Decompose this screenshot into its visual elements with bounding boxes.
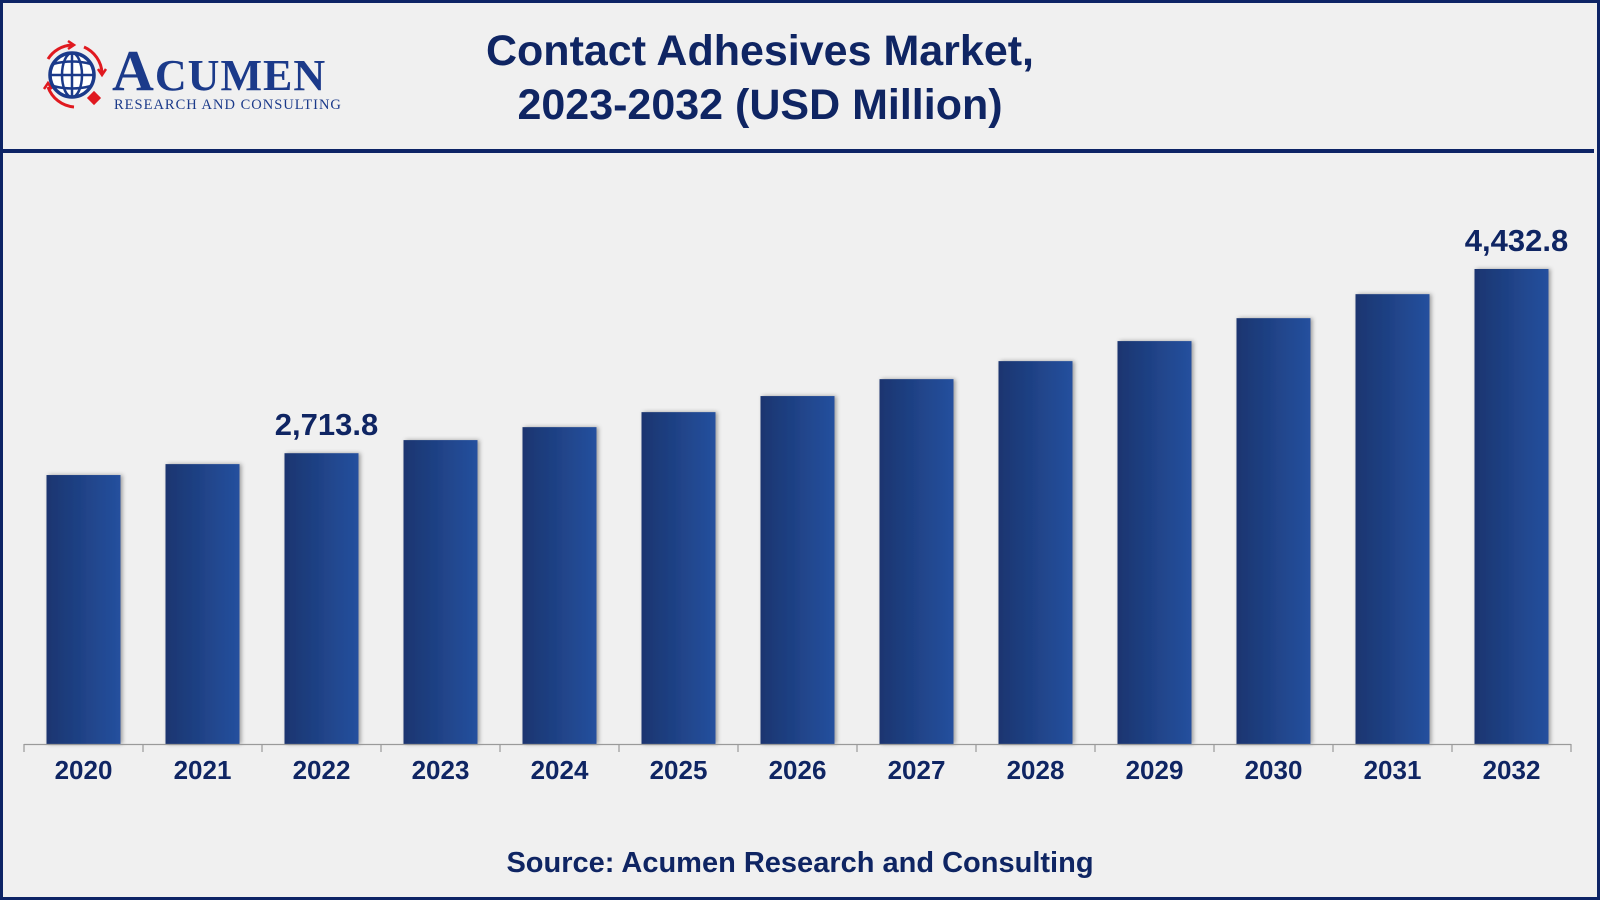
header-divider bbox=[0, 149, 1594, 153]
x-tick-label: 2025 bbox=[650, 755, 708, 785]
bar-2032 bbox=[1474, 269, 1549, 744]
bar-2029 bbox=[1117, 341, 1192, 744]
x-tick-label: 2031 bbox=[1364, 755, 1422, 785]
logo-brand-initial: A bbox=[112, 38, 155, 103]
acumen-logo: ACUMEN RESEARCH AND CONSULTING bbox=[34, 37, 364, 117]
x-tick-label: 2024 bbox=[531, 755, 589, 785]
bar-2025 bbox=[641, 412, 716, 744]
x-axis: 2020 2021 2022 2023 2024 2025 2026 2027 2028 2029… bbox=[23, 743, 1572, 785]
x-tick-label: 2021 bbox=[174, 755, 232, 785]
data-labels: 2,713.8 4,432.8 bbox=[275, 223, 1568, 442]
x-tick-label: 2032 bbox=[1483, 755, 1541, 785]
globe-icon bbox=[42, 39, 108, 109]
chart-title-line1: Contact Adhesives Market, bbox=[485, 27, 1035, 75]
bar-2021 bbox=[165, 464, 240, 744]
x-tick-label: 2023 bbox=[412, 755, 470, 785]
source-note: Source: Acumen Research and Consulting bbox=[506, 847, 1094, 879]
bar-2028 bbox=[998, 361, 1073, 744]
bar-2031 bbox=[1355, 294, 1430, 744]
logo-tagline: RESEARCH AND CONSULTING bbox=[114, 97, 342, 113]
chart-title: Contact Adhesives Market, 2023-2032 (USD… bbox=[400, 24, 1120, 132]
bar-2020 bbox=[46, 475, 121, 744]
x-tick-label: 2020 bbox=[55, 755, 113, 785]
bar-2023 bbox=[403, 440, 478, 744]
bar-2027 bbox=[879, 379, 954, 744]
x-tick-label: 2030 bbox=[1245, 755, 1303, 785]
x-tick-label: 2028 bbox=[1007, 755, 1065, 785]
bar-2030 bbox=[1236, 318, 1311, 744]
x-tick-label: 2027 bbox=[888, 755, 946, 785]
logo-brand-name: ACUMEN bbox=[112, 37, 326, 104]
x-tick-label: 2029 bbox=[1126, 755, 1184, 785]
bars-group bbox=[46, 269, 1549, 744]
x-tick-label: 2022 bbox=[293, 755, 351, 785]
chart-title-line2: 2023-2032 (USD Million) bbox=[517, 81, 1003, 129]
bar-2026 bbox=[760, 396, 835, 744]
bar-2024 bbox=[522, 427, 597, 744]
x-tick-label: 2026 bbox=[769, 755, 827, 785]
data-label-2022: 2,713.8 bbox=[275, 407, 378, 442]
logo-brand-rest: CUMEN bbox=[154, 51, 327, 100]
bar-2022 bbox=[284, 453, 359, 744]
data-label-2032: 4,432.8 bbox=[1465, 223, 1568, 258]
